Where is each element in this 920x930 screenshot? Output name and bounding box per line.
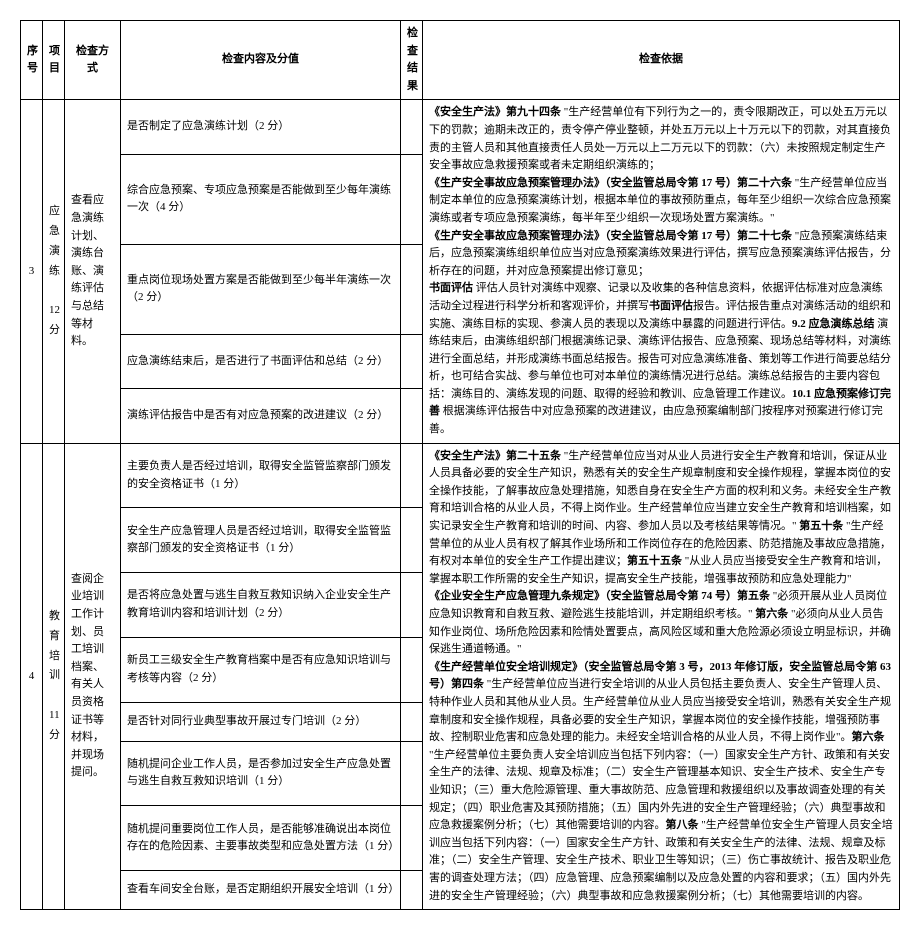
item-cell: 教育培训11分 <box>43 443 65 909</box>
item-cell: 应急演练12分 <box>43 100 65 443</box>
content-cell: 重点岗位现场处置方案是否能做到至少每半年演练一次（2 分） <box>121 244 401 334</box>
content-cell: 随机提问企业工作人员，是否参加过安全生产应急处置与逃生自救互救知识培训（1 分） <box>121 741 401 806</box>
seq-cell: 4 <box>21 443 43 909</box>
content-cell: 新员工三级安全生产教育档案中是否有应急知识培训与考核等内容（2 分） <box>121 637 401 702</box>
content-cell: 查看车间安全台账，是否定期组织开展安全培训（1 分） <box>121 871 401 910</box>
seq-cell: 3 <box>21 100 43 443</box>
result-cell <box>401 154 423 244</box>
content-cell: 是否针对同行业典型事故开展过专门培训（2 分） <box>121 702 401 741</box>
header-result: 检查结果 <box>401 21 423 100</box>
result-cell <box>401 244 423 334</box>
result-cell <box>401 637 423 702</box>
result-cell <box>401 100 423 154</box>
method-cell: 查看应急演练计划、演练台账、演练评估与总结等材料。 <box>65 100 121 443</box>
result-cell <box>401 508 423 573</box>
content-cell: 是否制定了应急演练计划（2 分） <box>121 100 401 154</box>
header-item: 项目 <box>43 21 65 100</box>
content-cell: 随机提问重要岗位工作人员，是否能够准确说出本岗位存在的危险因素、主要事故类型和应… <box>121 806 401 871</box>
header-row: 序号 项目 检查方式 检查内容及分值 检查结果 检查依据 <box>21 21 900 100</box>
result-cell <box>401 573 423 638</box>
basis-cell: 《安全生产法》第九十四条 "生产经营单位有下列行为之一的，责令限期改正，可以处五… <box>423 100 900 443</box>
header-method: 检查方式 <box>65 21 121 100</box>
result-cell <box>401 702 423 741</box>
result-cell <box>401 741 423 806</box>
result-cell <box>401 389 423 443</box>
method-cell: 查阅企业培训工作计划、员工培训档案、有关人员资格证书等材料，并现场提问。 <box>65 443 121 909</box>
table-row: 4 教育培训11分 查阅企业培训工作计划、员工培训档案、有关人员资格证书等材料，… <box>21 443 900 508</box>
basis-cell: 《安全生产法》第二十五条 "生产经营单位应当对从业人员进行安全生产教育和培训，保… <box>423 443 900 909</box>
content-cell: 综合应急预案、专项应急预案是否能做到至少每年演练一次（4 分） <box>121 154 401 244</box>
content-cell: 应急演练结束后，是否进行了书面评估和总结（2 分） <box>121 335 401 389</box>
result-cell <box>401 335 423 389</box>
result-cell <box>401 806 423 871</box>
inspection-table: 序号 项目 检查方式 检查内容及分值 检查结果 检查依据 3 应急演练12分 查… <box>20 20 900 910</box>
content-cell: 安全生产应急管理人员是否经过培训，取得安全监管监察部门颁发的安全资格证书（1 分… <box>121 508 401 573</box>
content-cell: 演练评估报告中是否有对应急预案的改进建议（2 分） <box>121 389 401 443</box>
result-cell <box>401 443 423 508</box>
table-row: 3 应急演练12分 查看应急演练计划、演练台账、演练评估与总结等材料。 是否制定… <box>21 100 900 154</box>
header-seq: 序号 <box>21 21 43 100</box>
header-content: 检查内容及分值 <box>121 21 401 100</box>
result-cell <box>401 871 423 910</box>
content-cell: 是否将应急处置与逃生自救互救知识纳入企业安全生产教育培训内容和培训计划（2 分） <box>121 573 401 638</box>
header-basis: 检查依据 <box>423 21 900 100</box>
content-cell: 主要负责人是否经过培训，取得安全监管监察部门颁发的安全资格证书（1 分） <box>121 443 401 508</box>
